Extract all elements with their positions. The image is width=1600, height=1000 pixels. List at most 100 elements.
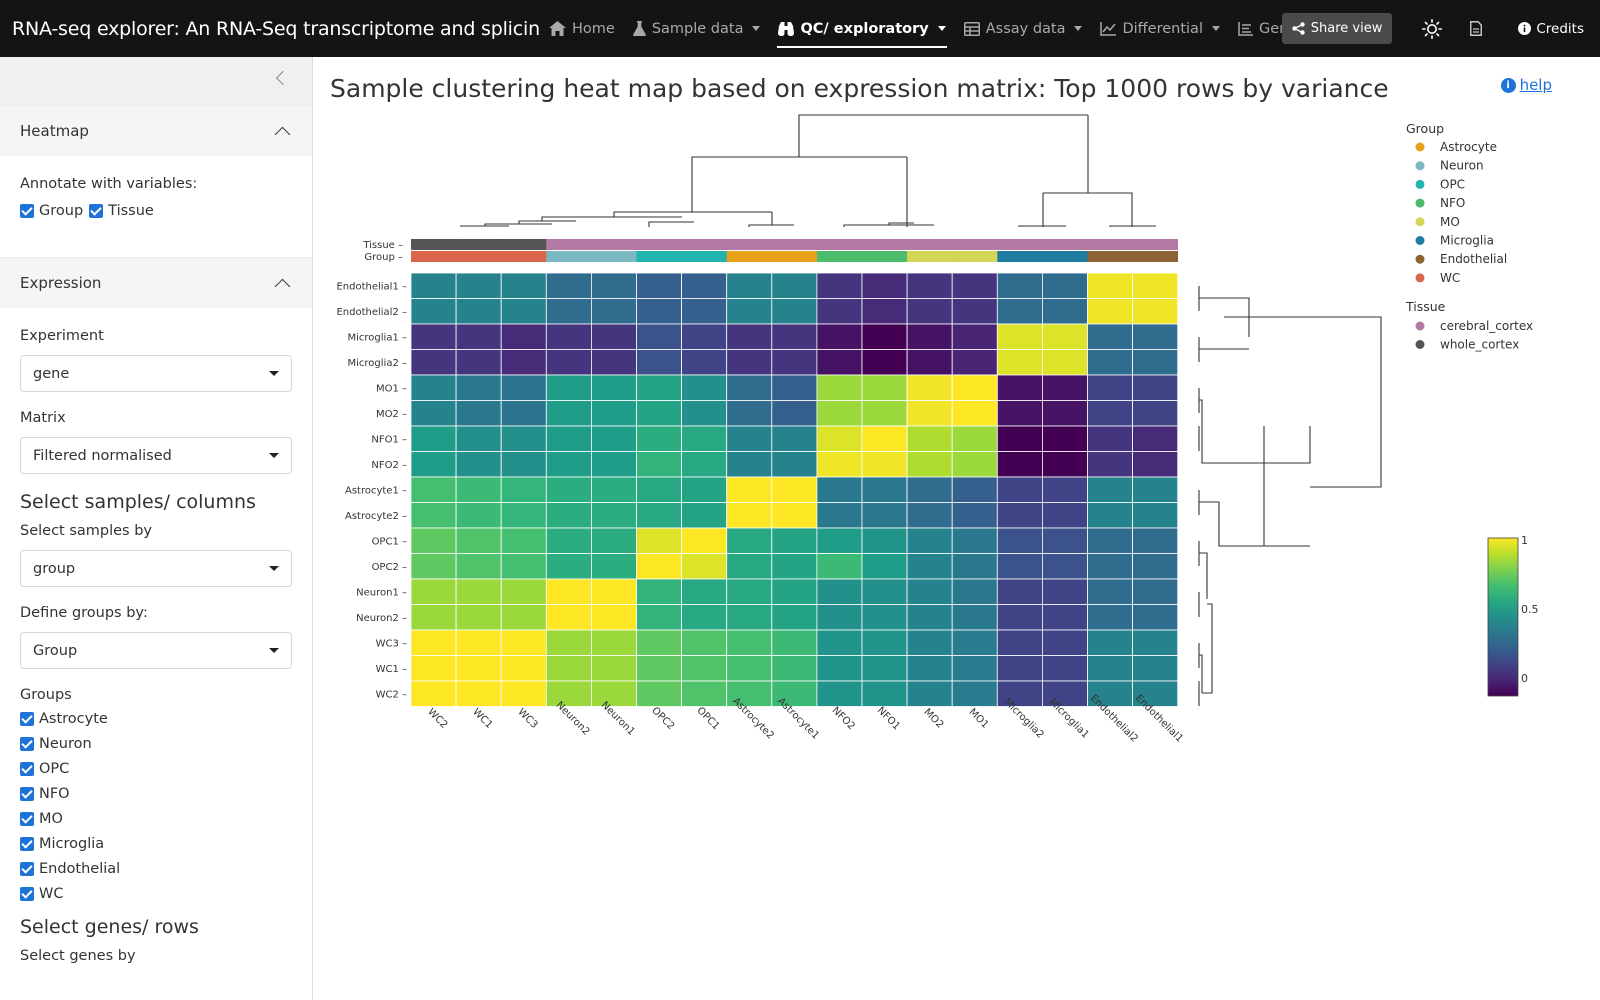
legend-group-marker	[1415, 161, 1425, 171]
group-option-mo[interactable]: MO	[20, 811, 292, 827]
group-annotation-cell	[816, 251, 863, 262]
group-option-neuron[interactable]: Neuron	[20, 736, 292, 752]
nav-differential[interactable]: Differential	[1091, 0, 1229, 57]
help-link[interactable]: i help	[1500, 76, 1552, 94]
annotate-tissue-checkbox[interactable]	[89, 204, 104, 218]
heatmap-cell	[771, 425, 818, 452]
group-annotation-cell	[862, 251, 908, 262]
heatmap-cell	[500, 680, 547, 707]
group-option-astrocyte[interactable]: Astrocyte	[20, 711, 292, 727]
row-label: WC1 –	[376, 664, 407, 675]
annotation-label: Group –	[364, 252, 403, 263]
heatmap-cell	[816, 272, 863, 299]
heatmap-accordion-header[interactable]: Heatmap	[0, 105, 312, 156]
heatmap-cell	[906, 476, 953, 503]
nav-sample-data-label: Sample data	[651, 20, 744, 37]
legend-group-item: Microglia	[1440, 234, 1494, 248]
group-checkbox[interactable]	[20, 762, 34, 776]
heatmap-cell	[771, 323, 818, 350]
heatmap-cell	[1042, 298, 1088, 325]
legend-group-marker	[1415, 254, 1425, 264]
sidebar-collapse-bar	[0, 57, 312, 105]
list-icon	[1238, 21, 1253, 36]
matrix-select[interactable]: Filtered normalised	[20, 437, 292, 474]
heatmap-cell	[1042, 272, 1088, 299]
group-option-endothelial[interactable]: Endothelial	[20, 861, 292, 877]
heatmap-cell	[996, 527, 1043, 554]
row-dendrogram-branch	[1224, 316, 1382, 488]
credits-button[interactable]: Credits	[1498, 21, 1600, 37]
heatmap-cell	[861, 502, 908, 529]
row-label: OPC2 –	[372, 562, 407, 573]
group-option-label: WC	[39, 886, 64, 902]
expression-accordion-header[interactable]: Expression	[0, 257, 312, 308]
share-view-button[interactable]: Share view	[1281, 13, 1393, 44]
heatmap-cell	[726, 323, 773, 350]
heatmap-cell	[1132, 604, 1179, 631]
chevron-up-icon	[274, 278, 291, 294]
heatmap-cell	[861, 629, 908, 656]
group-option-nfo[interactable]: NFO	[20, 786, 292, 802]
select-samples-by-select[interactable]: group	[20, 550, 292, 587]
group-annotation-cell	[411, 251, 457, 262]
legend-group-item: WC	[1440, 271, 1460, 285]
binoculars-icon	[778, 22, 795, 36]
group-option-wc[interactable]: WC	[20, 886, 292, 902]
group-checkbox[interactable]	[20, 887, 34, 901]
heatmap-cell	[726, 553, 773, 580]
heatmap-cell	[590, 272, 637, 299]
nav-qc-exploratory[interactable]: QC/ exploratory	[769, 0, 954, 57]
group-option-label: Neuron	[39, 736, 92, 752]
heatmap-cell	[590, 374, 637, 401]
group-checkbox[interactable]	[20, 837, 34, 851]
heatmap-cell	[861, 451, 908, 478]
group-option-opc[interactable]: OPC	[20, 761, 292, 777]
annotate-group-checkbox[interactable]	[20, 204, 34, 218]
define-groups-select[interactable]: Group	[20, 632, 292, 669]
row-label: Microglia1 –	[348, 332, 408, 343]
report-button[interactable]	[1454, 0, 1498, 57]
heatmap-cell	[545, 502, 592, 529]
row-label: MO1 –	[376, 383, 407, 394]
heatmap-cell	[816, 578, 863, 605]
heatmap-cell	[726, 451, 773, 478]
group-checkbox[interactable]	[20, 737, 34, 751]
heatmap-cell	[545, 553, 592, 580]
group-checkbox[interactable]	[20, 812, 34, 826]
heatmap-cell	[951, 553, 998, 580]
row-label: WC3 –	[376, 638, 407, 649]
navbar: RNA-seq explorer: An RNA-Seq transcripto…	[0, 0, 1600, 57]
annotation-label: Tissue –	[362, 240, 403, 251]
heatmap-cell	[545, 451, 592, 478]
group-checkbox[interactable]	[20, 862, 34, 876]
heatmap-cell	[500, 629, 547, 656]
heatmap-cell	[410, 502, 457, 529]
group-checkbox[interactable]	[20, 712, 34, 726]
heatmap-cell	[726, 629, 773, 656]
heatmap-cell	[816, 604, 863, 631]
heatmap-cell	[861, 476, 908, 503]
heatmap-cell	[996, 272, 1043, 299]
heatmap-cell	[636, 680, 682, 707]
group-annotation-cell	[1132, 251, 1178, 262]
heatmap-cell	[455, 349, 502, 376]
heatmap-cell	[1042, 578, 1088, 605]
nav-assay-data[interactable]: Assay data	[955, 0, 1092, 57]
group-checkbox[interactable]	[20, 787, 34, 801]
nav-home[interactable]: Home	[540, 0, 624, 57]
heatmap-cell	[545, 604, 592, 631]
heatmap-cell	[410, 629, 457, 656]
legend-group-marker	[1415, 236, 1425, 245]
heatmap-cell	[726, 578, 773, 605]
heatmap-cell	[590, 298, 637, 325]
group-option-microglia[interactable]: Microglia	[20, 836, 292, 852]
chart-line-icon	[1100, 21, 1117, 36]
chevron-left-icon[interactable]	[275, 70, 291, 86]
heatmap-cell	[1087, 502, 1133, 529]
heatmap-cell	[545, 400, 592, 427]
theme-toggle-button[interactable]	[1410, 0, 1454, 57]
nav-sample-data[interactable]: Sample data	[624, 0, 770, 57]
heatmap-cell	[590, 604, 637, 631]
heatmap-cell	[771, 476, 818, 503]
experiment-select[interactable]: gene	[20, 355, 292, 392]
